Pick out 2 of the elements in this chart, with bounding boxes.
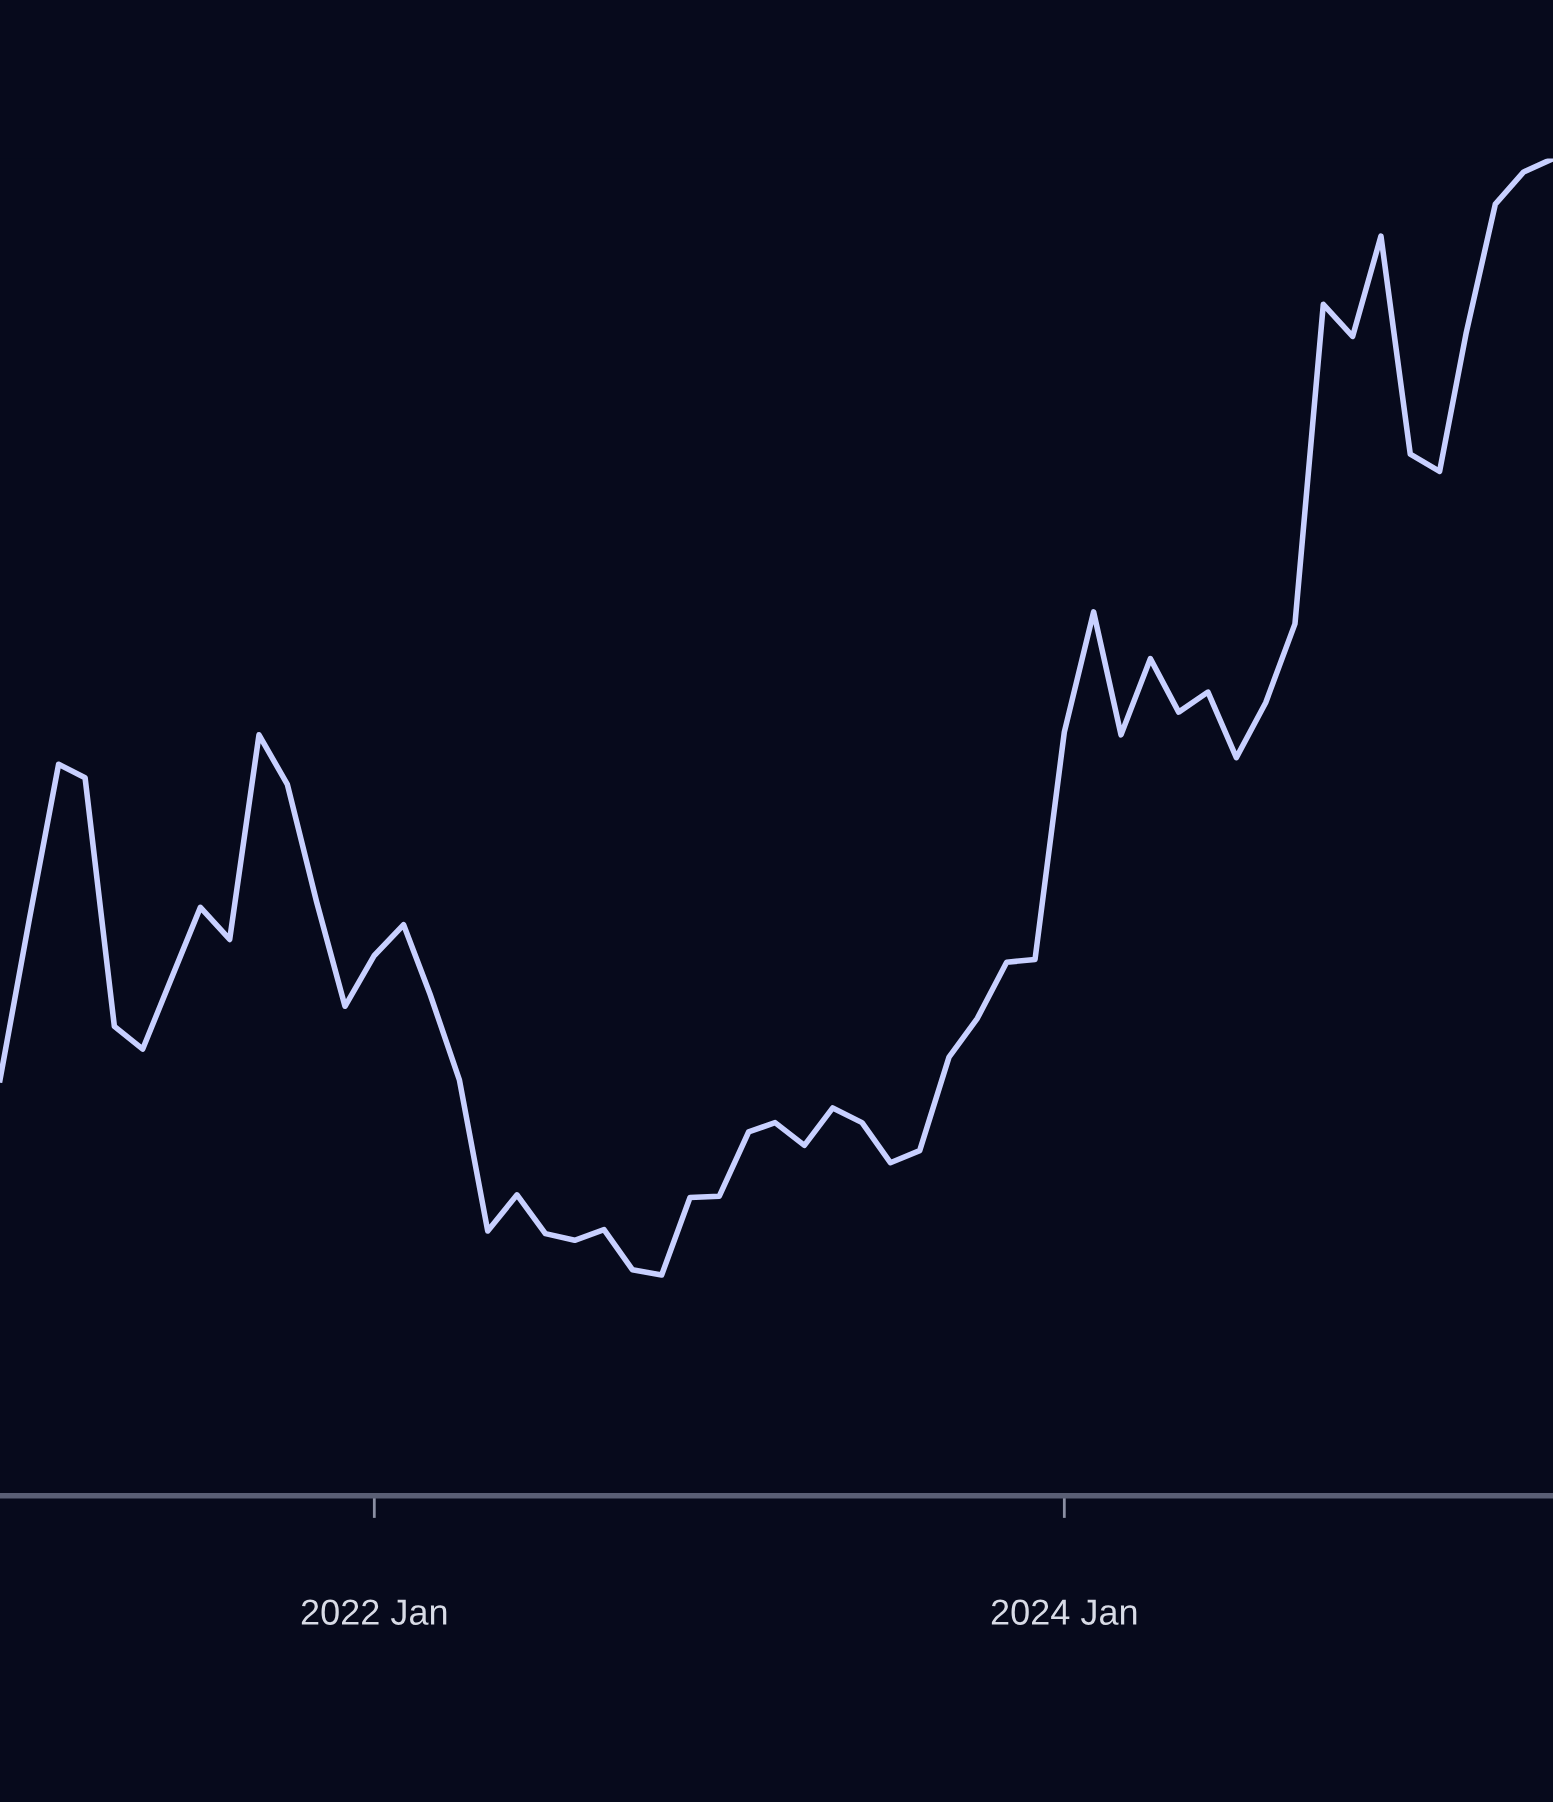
x-tick-label: 2022 Jan <box>301 1599 447 1625</box>
x-tick-label: 2024 Jan <box>991 1599 1137 1625</box>
